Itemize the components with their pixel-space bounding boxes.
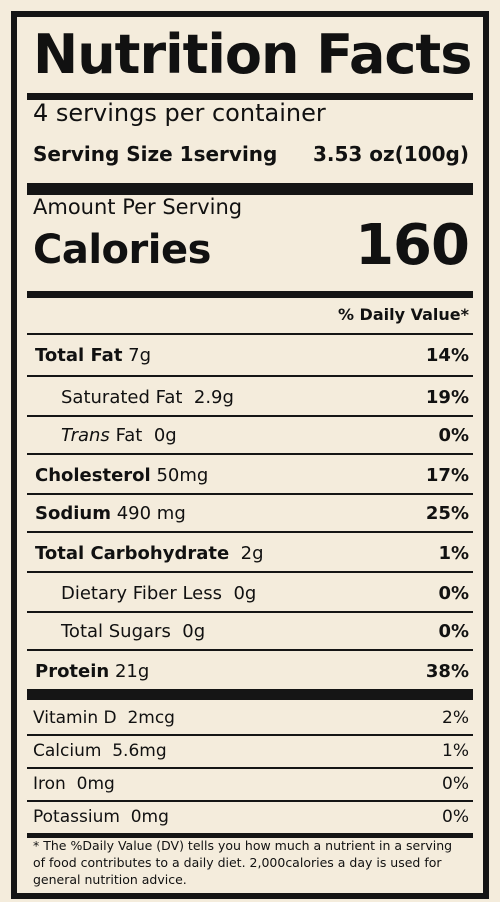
- thick-divider: [27, 833, 473, 838]
- row-divider: [27, 493, 473, 495]
- daily-value-header: % Daily Value*: [337, 305, 469, 324]
- vitamin-amount: 5.6mg: [112, 741, 167, 761]
- nutrient-amount: 0g: [182, 620, 206, 642]
- nutrient-amount: 50mg: [156, 464, 209, 486]
- daily-value-footnote: * The %Daily Value (DV) tells you how muc…: [33, 837, 467, 888]
- footnote-text: The %Daily Value (DV) tells you how much…: [33, 838, 453, 887]
- nutrient-percent: 0%: [438, 582, 469, 604]
- thick-divider: [27, 689, 473, 700]
- nutrient-percent: 14%: [425, 344, 469, 366]
- vitamin-amount: 0mg: [130, 807, 169, 827]
- nutrient-percent: 0%: [438, 424, 469, 446]
- vitamin-amount: 2mcg: [127, 708, 175, 728]
- nutrient-row-protein: Protein 21g 38%: [27, 651, 473, 691]
- nutrient-amount: 490 mg: [116, 502, 186, 524]
- vitamin-amount: 0mg: [76, 774, 115, 794]
- vitamin-percent: 0%: [442, 807, 469, 827]
- nutrient-name: Dietary Fiber Less: [61, 582, 223, 604]
- vitamin-name: Iron: [33, 774, 66, 794]
- nutrient-row-saturated-fat: Saturated Fat 2.9g 19%: [27, 377, 473, 417]
- serving-size-label: Serving Size 1serving: [33, 142, 278, 166]
- nutrient-amount: 0g: [153, 424, 177, 446]
- nutrient-name: Sodium: [35, 502, 111, 524]
- calories-label: Calories: [33, 227, 211, 273]
- nutrient-row-dietary-fiber: Dietary Fiber Less 0g 0%: [27, 573, 473, 613]
- nutrient-percent: 0%: [438, 620, 469, 642]
- row-divider: [27, 767, 473, 769]
- row-divider: [27, 734, 473, 736]
- nutrient-name: Total Sugars: [61, 620, 171, 642]
- nutrient-name: Cholesterol: [35, 464, 151, 486]
- nutrient-name: Total Carbohydrate: [35, 542, 230, 564]
- nutrient-name: Saturated Fat: [61, 386, 183, 408]
- footnote-asterisk: *: [33, 838, 40, 853]
- row-divider: [27, 649, 473, 651]
- row-divider: [27, 531, 473, 533]
- nutrient-amount: 7g: [128, 344, 152, 366]
- nutrient-row-trans-fat: Trans Fat 0g 0%: [27, 415, 473, 455]
- nutrient-amount: 2g: [240, 542, 264, 564]
- nutrient-row-total-carbohydrate: Total Carbohydrate 2g 1%: [27, 533, 473, 573]
- nutrient-name: Trans: [61, 424, 110, 446]
- serving-size-value: 3.53 oz(100g): [312, 142, 469, 166]
- nutrient-percent: 38%: [425, 660, 469, 682]
- thick-divider: [27, 291, 473, 298]
- vitamin-name: Calcium: [33, 741, 102, 761]
- vitamin-row-potassium: Potassium 0mg 0%: [27, 801, 473, 833]
- nutrient-percent: 1%: [438, 542, 469, 564]
- nutrient-amount: 21g: [114, 660, 150, 682]
- nutrient-percent: 25%: [425, 502, 469, 524]
- row-divider: [27, 453, 473, 455]
- nutrient-row-sodium: Sodium 490 mg 25%: [27, 493, 473, 533]
- vitamin-row-vitamin-d: Vitamin D 2mcg 2%: [27, 702, 473, 734]
- calories-value: 160: [355, 213, 470, 278]
- row-divider: [27, 571, 473, 573]
- vitamin-percent: 2%: [442, 708, 469, 728]
- vitamin-row-calcium: Calcium 5.6mg 1%: [27, 735, 473, 767]
- row-divider: [27, 333, 473, 335]
- vitamin-row-iron: Iron 0mg 0%: [27, 768, 473, 800]
- nutrient-amount: 0g: [233, 582, 257, 604]
- label-title: Nutrition Facts: [33, 23, 472, 86]
- row-divider: [27, 415, 473, 417]
- row-divider: [27, 800, 473, 802]
- nutrient-percent: 17%: [425, 464, 469, 486]
- vitamin-name: Potassium: [33, 807, 120, 827]
- nutrient-row-cholesterol: Cholesterol 50mg 17%: [27, 455, 473, 495]
- vitamin-percent: 1%: [442, 741, 469, 761]
- thick-divider: [27, 93, 473, 100]
- vitamin-percent: 0%: [442, 774, 469, 794]
- amount-per-serving: Amount Per Serving: [33, 195, 243, 219]
- nutrient-amount: 2.9g: [193, 386, 234, 408]
- thick-divider: [27, 183, 473, 195]
- nutrient-name: Protein: [35, 660, 110, 682]
- nutrient-name-suffix: Fat: [115, 424, 143, 446]
- nutrient-percent: 19%: [425, 386, 469, 408]
- nutrient-name: Total Fat: [35, 344, 123, 366]
- nutrition-facts-panel: Nutrition Facts 4 servings per container…: [11, 11, 489, 899]
- nutrient-row-total-fat: Total Fat 7g 14%: [27, 335, 473, 375]
- nutrient-row-total-sugars: Total Sugars 0g 0%: [27, 611, 473, 651]
- servings-per-container: 4 servings per container: [33, 99, 326, 127]
- row-divider: [27, 375, 473, 377]
- vitamin-name: Vitamin D: [33, 708, 117, 728]
- row-divider: [27, 611, 473, 613]
